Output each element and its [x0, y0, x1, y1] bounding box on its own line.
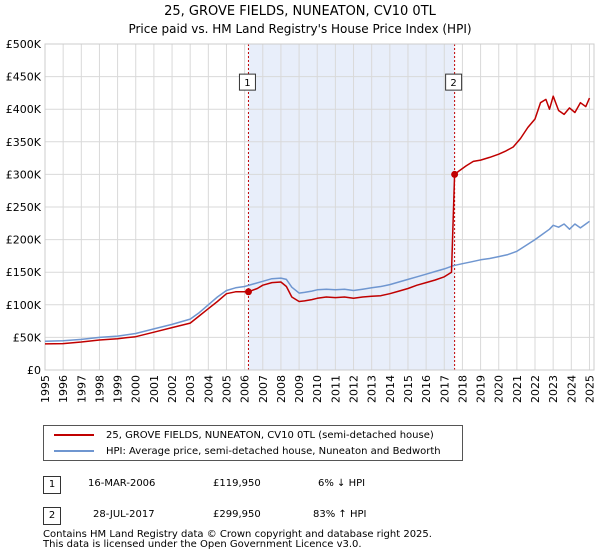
x-tick-label: 2008: [275, 375, 288, 403]
transaction-date: 28-JUL-2017: [93, 509, 155, 520]
y-tick-label: £250K: [6, 201, 42, 214]
legend-label-property: 25, GROVE FIELDS, NUNEATON, CV10 0TL (se…: [106, 429, 434, 441]
y-tick-label: £50K: [13, 331, 42, 344]
transaction-point: [451, 170, 459, 178]
legend-item-hpi: HPI: Average price, semi-detached house,…: [44, 443, 441, 459]
legend: 25, GROVE FIELDS, NUNEATON, CV10 0TL (se…: [43, 425, 463, 461]
transaction-marker-box: [238, 73, 256, 91]
hpi-line: [44, 220, 590, 343]
footer-licence: This data is licensed under the Open Gov…: [43, 539, 362, 550]
transaction-hpi-diff: 6% ↓ HPI: [318, 478, 366, 489]
y-tick-label: £400K: [6, 103, 42, 116]
x-tick-label: 2003: [184, 375, 197, 403]
plot-frame: [44, 43, 595, 371]
x-tick-label: 2021: [511, 375, 524, 403]
y-tick-label: £500K: [6, 38, 42, 51]
x-tick-label: 2023: [547, 375, 560, 403]
y-tick-label: £450K: [6, 71, 42, 84]
legend-label-hpi: HPI: Average price, semi-detached house,…: [106, 445, 441, 457]
y-tick-label: £150K: [6, 266, 42, 279]
y-tick-label: £0: [27, 364, 41, 377]
x-tick-label: 2007: [257, 375, 270, 403]
x-tick-label: 1996: [57, 375, 70, 403]
legend-item-property: 25, GROVE FIELDS, NUNEATON, CV10 0TL (se…: [44, 427, 434, 443]
transaction-price: £299,950: [213, 509, 261, 520]
x-tick-label: 2002: [166, 375, 179, 403]
chart-title-block: 25, GROVE FIELDS, NUNEATON, CV10 0TL Pri…: [0, 0, 600, 37]
x-tick-label: 2016: [420, 375, 433, 403]
transaction-point: [244, 288, 252, 296]
x-tick-label: 2014: [384, 375, 397, 403]
x-tick-label: 2004: [202, 375, 215, 403]
transaction-marker-label: 1: [244, 78, 250, 89]
x-tick-label: 2018: [456, 375, 469, 403]
y-tick-label: £100K: [6, 299, 42, 312]
table-row: 2 28-JUL-2017 £299,950 83% ↑ HPI: [43, 507, 463, 525]
table-row: 1 16-MAR-2006 £119,950 6% ↓ HPI: [43, 476, 463, 494]
x-tick-label: 1999: [112, 375, 125, 403]
x-tick-label: 2015: [402, 375, 415, 403]
transaction-date: 16-MAR-2006: [88, 478, 156, 489]
footer: Contains HM Land Registry data © Crown c…: [43, 530, 432, 550]
x-tick-label: 2012: [348, 375, 361, 403]
x-tick-label: 2025: [583, 375, 596, 403]
y-tick-label: £300K: [6, 168, 42, 181]
transaction-marker-badge: 2: [43, 507, 61, 525]
x-tick-label: 2010: [311, 375, 324, 403]
x-tick-label: 2024: [565, 375, 578, 403]
x-tick-label: 2020: [493, 375, 506, 403]
chart-subtitle: Price paid vs. HM Land Registry's House …: [128, 22, 472, 36]
chart-title: 25, GROVE FIELDS, NUNEATON, CV10 0TL: [164, 4, 436, 19]
transaction-marker-label: 2: [450, 78, 456, 89]
x-tick-label: 2017: [438, 375, 451, 403]
transaction-marker-badge: 1: [43, 476, 61, 494]
property-price-line: [44, 95, 591, 345]
x-tick-label: 2001: [148, 375, 161, 403]
y-tick-label: £350K: [6, 136, 42, 149]
footer-copyright: Contains HM Land Registry data © Crown c…: [43, 529, 432, 540]
x-tick-label: 2005: [220, 375, 233, 403]
x-tick-label: 2011: [329, 375, 342, 403]
x-tick-label: 2013: [366, 375, 379, 403]
transaction-marker-box: [445, 73, 463, 91]
x-tick-label: 2009: [293, 375, 306, 403]
x-tick-label: 2000: [130, 375, 143, 403]
y-tick-label: £200K: [6, 234, 42, 247]
x-tick-label: 2019: [475, 375, 488, 403]
x-tick-label: 1997: [75, 375, 88, 403]
price-chart: £0 £50K £100K £150K £200K £250K £300K £350K £400…: [6, 38, 597, 403]
transaction-price: £119,950: [213, 478, 261, 489]
x-tick-label: 1995: [39, 375, 52, 403]
transaction-hpi-diff: 83% ↑ HPI: [313, 509, 367, 520]
legend-swatch-property: [54, 434, 94, 436]
legend-swatch-hpi: [54, 450, 94, 452]
x-tick-label: 1998: [93, 375, 106, 403]
x-tick-label: 2022: [529, 375, 542, 403]
x-tick-label: 2006: [239, 375, 252, 403]
